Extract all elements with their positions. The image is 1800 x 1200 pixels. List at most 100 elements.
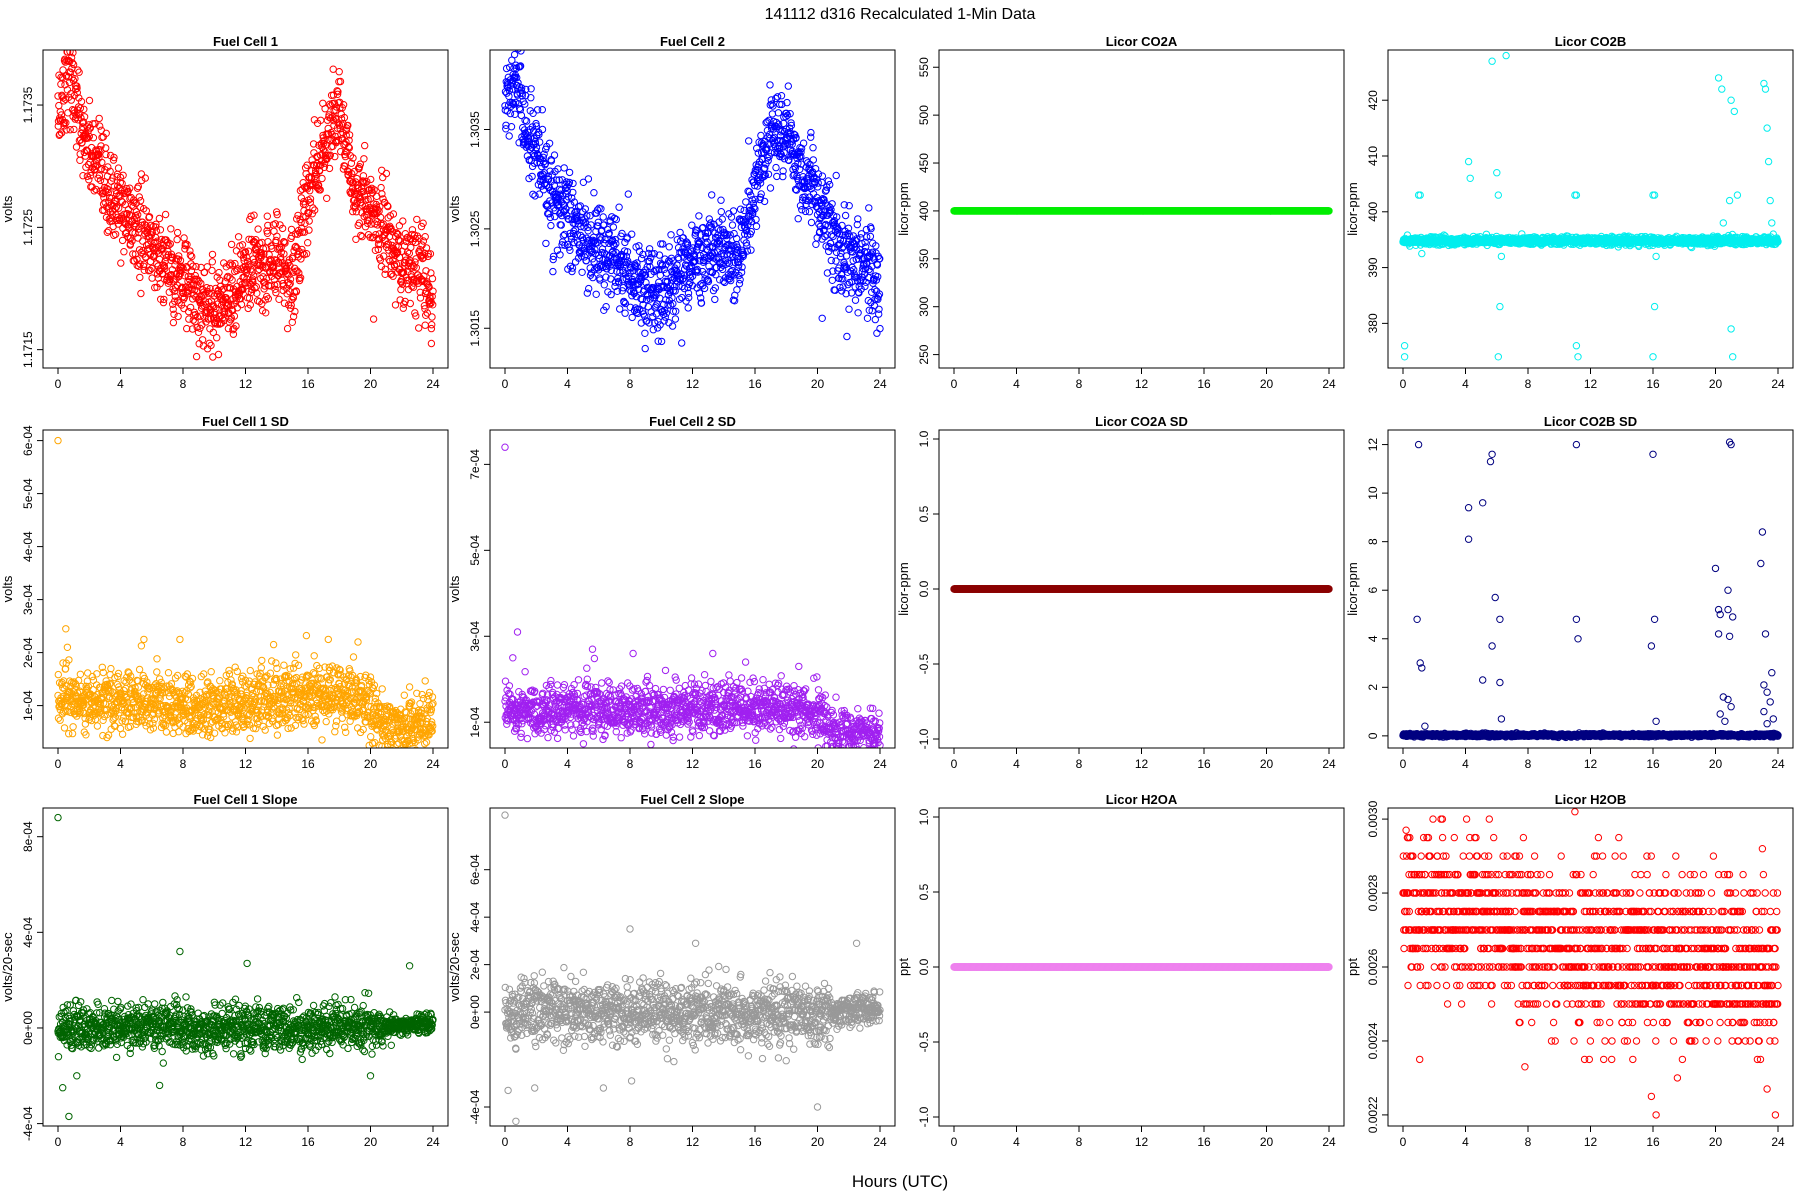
data-point	[700, 284, 709, 293]
data-point	[192, 262, 200, 271]
data-point	[839, 275, 847, 283]
data-point	[106, 167, 114, 176]
data-point	[828, 200, 836, 208]
data-point	[160, 295, 168, 304]
y-tick-label: 1.1715	[21, 331, 35, 368]
data-point	[566, 262, 575, 270]
data-point	[115, 204, 123, 212]
data-point	[139, 246, 147, 255]
data-point	[345, 144, 353, 152]
data-point	[546, 213, 554, 222]
data-point	[186, 280, 194, 288]
data-point	[694, 237, 702, 246]
data-point	[718, 250, 726, 258]
data-point	[83, 172, 92, 181]
data-point	[578, 268, 586, 276]
data-point	[760, 197, 769, 206]
data-point	[685, 293, 693, 302]
data-point	[349, 154, 357, 162]
data-point	[167, 225, 175, 233]
x-tick-label: 12	[1135, 377, 1149, 391]
data-point	[421, 321, 429, 329]
data-point	[797, 148, 805, 156]
data-point	[555, 176, 563, 184]
data-point	[516, 106, 525, 114]
data-point	[876, 255, 884, 263]
data-point	[743, 247, 752, 255]
data-point	[779, 172, 787, 181]
data-point	[784, 82, 792, 90]
data-point	[664, 301, 672, 309]
data-point	[865, 306, 873, 314]
data-point	[611, 235, 619, 244]
data-point	[530, 159, 539, 167]
data-point	[517, 50, 525, 55]
x-tick-label: 16	[748, 377, 762, 391]
data-point	[601, 239, 609, 248]
data-point	[287, 301, 295, 309]
data-point	[186, 251, 195, 259]
data-point	[787, 121, 796, 130]
data-point	[208, 266, 216, 275]
data-point	[786, 129, 795, 138]
data-point	[718, 265, 727, 274]
data-point	[73, 84, 81, 93]
data-point	[227, 240, 236, 249]
data-point	[418, 276, 426, 284]
y-axis-label: volts	[447, 195, 462, 222]
data-point	[678, 282, 686, 291]
data-point	[166, 240, 175, 248]
data-point	[84, 134, 92, 142]
data-point	[757, 131, 765, 140]
data-point	[743, 242, 751, 250]
data-point	[208, 250, 217, 259]
data-point	[283, 324, 292, 333]
data-point	[535, 190, 544, 198]
data-point	[291, 307, 299, 316]
data-point	[378, 166, 386, 175]
data-point	[109, 156, 118, 164]
data-point	[238, 241, 247, 249]
data-point	[57, 111, 66, 119]
data-point	[522, 85, 530, 94]
data-point	[230, 312, 239, 320]
data-point	[555, 200, 563, 209]
data-point	[179, 264, 187, 273]
data-point	[159, 270, 167, 278]
data-point	[234, 233, 243, 241]
data-point	[302, 250, 311, 258]
data-point	[602, 273, 610, 281]
data-point	[424, 252, 432, 261]
data-point	[633, 259, 641, 267]
data-point	[750, 203, 758, 212]
data-point	[289, 312, 298, 321]
data-point	[592, 290, 600, 298]
data-point	[875, 310, 883, 318]
data-point	[851, 296, 860, 304]
data-point	[635, 242, 643, 250]
data-point	[569, 188, 577, 197]
data-point	[72, 143, 81, 151]
data-point	[633, 305, 642, 313]
data-point	[787, 119, 795, 127]
data-point	[807, 128, 815, 137]
data-point	[845, 305, 853, 313]
data-point	[253, 289, 261, 297]
data-point	[632, 292, 640, 301]
data-point	[55, 71, 63, 79]
data-point	[198, 336, 207, 344]
data-point	[749, 199, 757, 208]
data-point	[511, 110, 519, 119]
data-point	[809, 156, 817, 164]
data-point	[669, 307, 677, 315]
data-point	[513, 73, 521, 82]
data-point	[238, 285, 246, 293]
data-point	[285, 281, 293, 289]
data-point	[406, 299, 414, 308]
data-point	[56, 108, 64, 116]
data-point	[723, 230, 731, 239]
data-point	[76, 156, 84, 165]
data-point	[54, 92, 62, 100]
data-point	[772, 118, 780, 127]
